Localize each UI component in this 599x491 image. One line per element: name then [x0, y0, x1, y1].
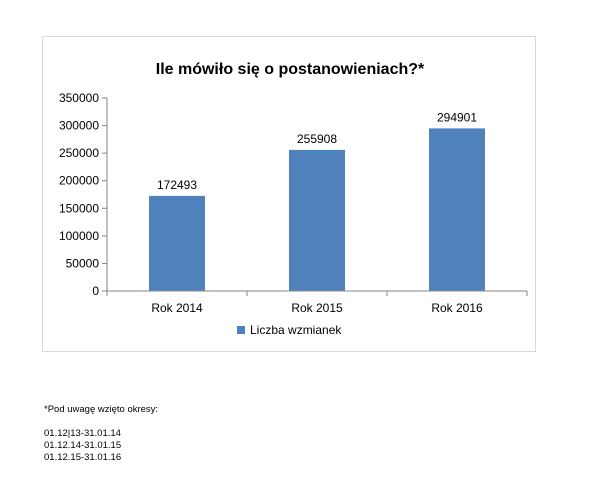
- footnote-heading: *Pod uwagę wzięto okresy:: [44, 404, 159, 415]
- y-tick-label: 250000: [59, 146, 99, 160]
- footnote-period: 01.12|13-31.01.14: [44, 428, 121, 439]
- footnote-period: 01.12.15-31.01.16: [44, 452, 122, 463]
- data-label: 172493: [157, 178, 197, 192]
- y-tick-label: 100000: [59, 229, 99, 243]
- x-tick-label: Rok 2016: [431, 301, 483, 315]
- legend-label: Liczba wzmianek: [250, 323, 342, 337]
- y-tick-label: 50000: [66, 256, 100, 270]
- y-tick-label: 300000: [59, 119, 99, 133]
- footnote-period: 01.12.14-31.01.15: [44, 440, 122, 451]
- footnote: *Pod uwagę wzięto okresy: 01.12|13-31.01…: [44, 404, 158, 464]
- bar: [429, 128, 485, 291]
- y-tick-label: 200000: [59, 174, 99, 188]
- data-label: 255908: [297, 132, 337, 146]
- chart-title: Ile mówiło się o postanowieniach?*: [156, 61, 425, 78]
- x-tick-label: Rok 2015: [291, 301, 343, 315]
- y-tick-label: 350000: [59, 91, 99, 105]
- bar: [289, 149, 345, 291]
- bar-chart: Ile mówiło się o postanowieniach?* 0 5000…: [59, 61, 528, 337]
- x-tick-label: Rok 2014: [151, 301, 203, 315]
- data-label: 294901: [437, 110, 477, 124]
- bar: [149, 195, 205, 291]
- y-tick-label: 0: [92, 284, 99, 298]
- y-tick-label: 150000: [59, 201, 99, 215]
- chart-frame: Ile mówiło się o postanowieniach?* 0 5000…: [42, 36, 536, 352]
- legend-swatch: [237, 326, 245, 334]
